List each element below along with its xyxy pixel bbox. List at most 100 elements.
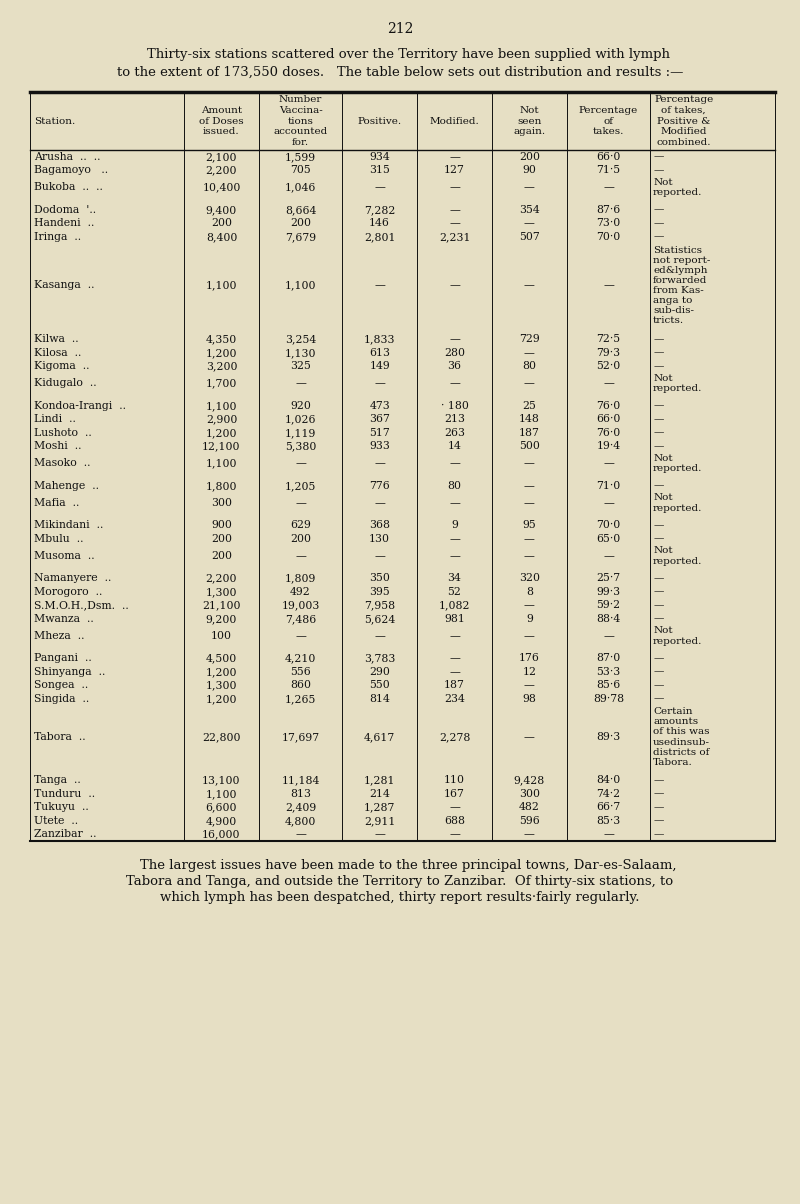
Text: 2,200: 2,200 bbox=[206, 165, 238, 176]
Text: 146: 146 bbox=[369, 218, 390, 229]
Text: 1,119: 1,119 bbox=[285, 427, 316, 438]
Text: 95: 95 bbox=[522, 520, 536, 530]
Text: 100: 100 bbox=[211, 631, 232, 641]
Text: —: — bbox=[295, 551, 306, 561]
Text: Amount
of Doses
issued.: Amount of Doses issued. bbox=[199, 106, 244, 136]
Text: —: — bbox=[603, 281, 614, 290]
Text: 1,700: 1,700 bbox=[206, 378, 237, 389]
Text: —: — bbox=[449, 551, 460, 561]
Text: Mbulu  ..: Mbulu .. bbox=[34, 533, 83, 544]
Text: 16,000: 16,000 bbox=[202, 830, 241, 839]
Text: 900: 900 bbox=[211, 520, 232, 530]
Text: —: — bbox=[653, 414, 663, 424]
Text: 4,500: 4,500 bbox=[206, 654, 237, 663]
Text: —: — bbox=[603, 631, 614, 641]
Text: —: — bbox=[653, 429, 663, 437]
Text: 73·0: 73·0 bbox=[596, 218, 621, 229]
Text: —: — bbox=[653, 775, 663, 785]
Text: 934: 934 bbox=[370, 152, 390, 161]
Text: 367: 367 bbox=[369, 414, 390, 424]
Text: —: — bbox=[524, 183, 535, 193]
Text: —: — bbox=[449, 183, 460, 193]
Text: —: — bbox=[374, 551, 385, 561]
Text: 705: 705 bbox=[290, 165, 311, 176]
Text: —: — bbox=[295, 631, 306, 641]
Text: 167: 167 bbox=[444, 789, 465, 798]
Text: Masoko  ..: Masoko .. bbox=[34, 459, 90, 468]
Text: —: — bbox=[449, 459, 460, 468]
Text: —: — bbox=[524, 830, 535, 839]
Text: Certain
amounts
of this was
usedinsub-
districts of
Tabora.: Certain amounts of this was usedinsub- d… bbox=[653, 708, 710, 767]
Text: 89·78: 89·78 bbox=[593, 694, 624, 704]
Text: Not
reported.: Not reported. bbox=[653, 547, 702, 566]
Text: 85·3: 85·3 bbox=[596, 816, 621, 826]
Text: 776: 776 bbox=[370, 480, 390, 491]
Text: —: — bbox=[603, 459, 614, 468]
Text: Tabora  ..: Tabora .. bbox=[34, 732, 86, 742]
Text: 9: 9 bbox=[526, 614, 533, 624]
Text: 492: 492 bbox=[290, 586, 311, 597]
Text: 4,800: 4,800 bbox=[285, 816, 316, 826]
Text: Mwanza  ..: Mwanza .. bbox=[34, 614, 94, 624]
Text: Singida  ..: Singida .. bbox=[34, 694, 90, 704]
Text: Positive.: Positive. bbox=[358, 117, 402, 125]
Text: 1,287: 1,287 bbox=[364, 802, 395, 813]
Text: Tabora and Tanga, and outside the Territory to Zanzibar.  Of thirty-six stations: Tabora and Tanga, and outside the Territ… bbox=[126, 875, 674, 889]
Text: —: — bbox=[374, 498, 385, 508]
Text: —: — bbox=[449, 631, 460, 641]
Text: 10,400: 10,400 bbox=[202, 183, 241, 193]
Text: Percentage
of takes,
Positive &
Modified
combined.: Percentage of takes, Positive & Modified… bbox=[654, 95, 714, 147]
Text: 200: 200 bbox=[211, 218, 232, 229]
Text: 9,200: 9,200 bbox=[206, 614, 237, 624]
Text: 200: 200 bbox=[211, 551, 232, 561]
Text: 5,380: 5,380 bbox=[285, 441, 316, 452]
Text: 1,599: 1,599 bbox=[285, 152, 316, 161]
Text: 1,809: 1,809 bbox=[285, 573, 316, 583]
Text: —: — bbox=[653, 152, 663, 161]
Text: Not
reported.: Not reported. bbox=[653, 178, 702, 197]
Text: 4,617: 4,617 bbox=[364, 732, 395, 742]
Text: —: — bbox=[374, 378, 385, 389]
Text: 550: 550 bbox=[370, 680, 390, 690]
Text: 148: 148 bbox=[519, 414, 540, 424]
Text: 5,624: 5,624 bbox=[364, 614, 395, 624]
Text: 72·5: 72·5 bbox=[597, 335, 621, 344]
Text: —: — bbox=[524, 732, 535, 742]
Text: 7,486: 7,486 bbox=[285, 614, 316, 624]
Text: 596: 596 bbox=[519, 816, 540, 826]
Text: 149: 149 bbox=[370, 361, 390, 371]
Text: —: — bbox=[524, 459, 535, 468]
Text: 65·0: 65·0 bbox=[596, 533, 621, 544]
Text: 79·3: 79·3 bbox=[597, 348, 621, 358]
Text: —: — bbox=[449, 830, 460, 839]
Text: 629: 629 bbox=[290, 520, 311, 530]
Text: 8,664: 8,664 bbox=[285, 205, 316, 214]
Text: Arusha  ..  ..: Arusha .. .. bbox=[34, 152, 101, 161]
Text: —: — bbox=[603, 551, 614, 561]
Text: 1,200: 1,200 bbox=[206, 667, 238, 677]
Text: 3,200: 3,200 bbox=[206, 361, 238, 371]
Text: 300: 300 bbox=[519, 789, 540, 798]
Text: 80: 80 bbox=[522, 361, 537, 371]
Text: 213: 213 bbox=[444, 414, 465, 424]
Text: —: — bbox=[374, 459, 385, 468]
Text: 3,783: 3,783 bbox=[364, 654, 395, 663]
Text: 860: 860 bbox=[290, 680, 311, 690]
Text: —: — bbox=[524, 348, 535, 358]
Text: 7,679: 7,679 bbox=[285, 231, 316, 242]
Text: Shinyanga  ..: Shinyanga .. bbox=[34, 667, 106, 677]
Text: 84·0: 84·0 bbox=[596, 775, 621, 785]
Text: 2,409: 2,409 bbox=[285, 802, 316, 813]
Text: 36: 36 bbox=[447, 361, 462, 371]
Text: 110: 110 bbox=[444, 775, 465, 785]
Text: Not
reported.: Not reported. bbox=[653, 626, 702, 645]
Text: 814: 814 bbox=[369, 694, 390, 704]
Text: 200: 200 bbox=[290, 218, 311, 229]
Text: 1,300: 1,300 bbox=[206, 586, 238, 597]
Text: Tunduru  ..: Tunduru .. bbox=[34, 789, 95, 798]
Text: 1,082: 1,082 bbox=[438, 601, 470, 610]
Text: 214: 214 bbox=[369, 789, 390, 798]
Text: —: — bbox=[653, 803, 663, 811]
Text: Kasanga  ..: Kasanga .. bbox=[34, 281, 94, 290]
Text: 17,697: 17,697 bbox=[282, 732, 319, 742]
